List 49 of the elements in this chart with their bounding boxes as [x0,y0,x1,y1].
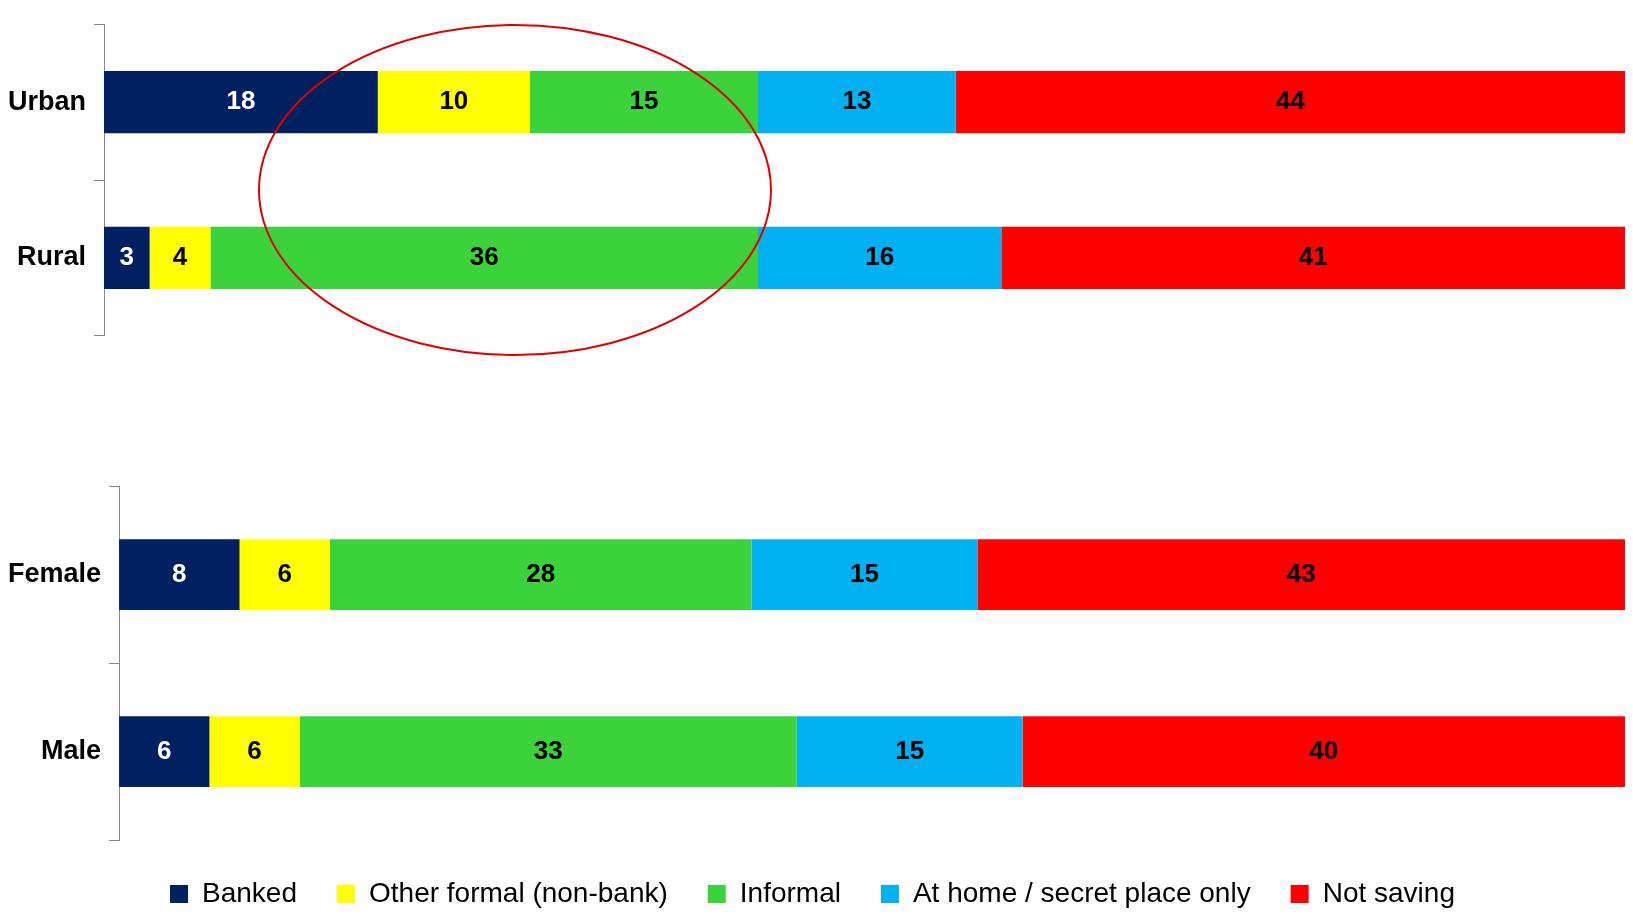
y-tick-label: Rural [16,241,87,272]
bar [210,226,759,290]
bar [104,226,150,290]
bar [329,539,752,611]
data-label: 44 [1275,85,1306,116]
data-label: 3 [119,241,135,272]
data-label: 36 [469,241,499,272]
bar [119,539,240,611]
bar [758,70,956,134]
bar [796,716,1023,787]
data-label: 8 [172,557,187,588]
data-label: 15 [850,557,879,588]
bar [299,716,797,787]
data-label: 15 [895,734,925,765]
bar [104,70,378,134]
bar [1022,716,1625,787]
y-tick-label: Female [7,558,102,589]
data-label: 4 [172,241,188,272]
bar [751,539,978,611]
data-label: 43 [1286,557,1316,588]
bar [1001,226,1625,290]
data-label: 6 [156,734,172,765]
data-label: 33 [533,734,563,765]
data-label: 6 [247,734,262,765]
legend-label: At home / secret place only [912,876,1251,908]
data-label: 41 [1298,241,1328,272]
data-label: 15 [629,85,659,116]
data-label: 16 [865,241,895,272]
bar [977,539,1625,611]
bar [209,716,300,787]
data-label: 18 [226,85,256,116]
bar [239,539,330,611]
bar [119,716,210,787]
data-label: 28 [526,557,556,588]
data-label: 10 [439,85,469,116]
bar [758,226,1002,290]
y-tick-label: Male [41,735,102,765]
legend-label: Banked [202,876,298,908]
data-label: 6 [277,557,292,588]
legend-label: Not saving [1322,876,1455,908]
data-label: 13 [842,85,872,116]
legend-label: Other formal (non-bank) [369,876,668,908]
bar [377,70,530,134]
bar [955,70,1625,134]
bar [529,70,759,134]
bar [149,226,211,290]
data-label: 40 [1309,734,1339,765]
legend-label: Informal [739,876,841,908]
y-tick-label: Urban [7,85,87,116]
